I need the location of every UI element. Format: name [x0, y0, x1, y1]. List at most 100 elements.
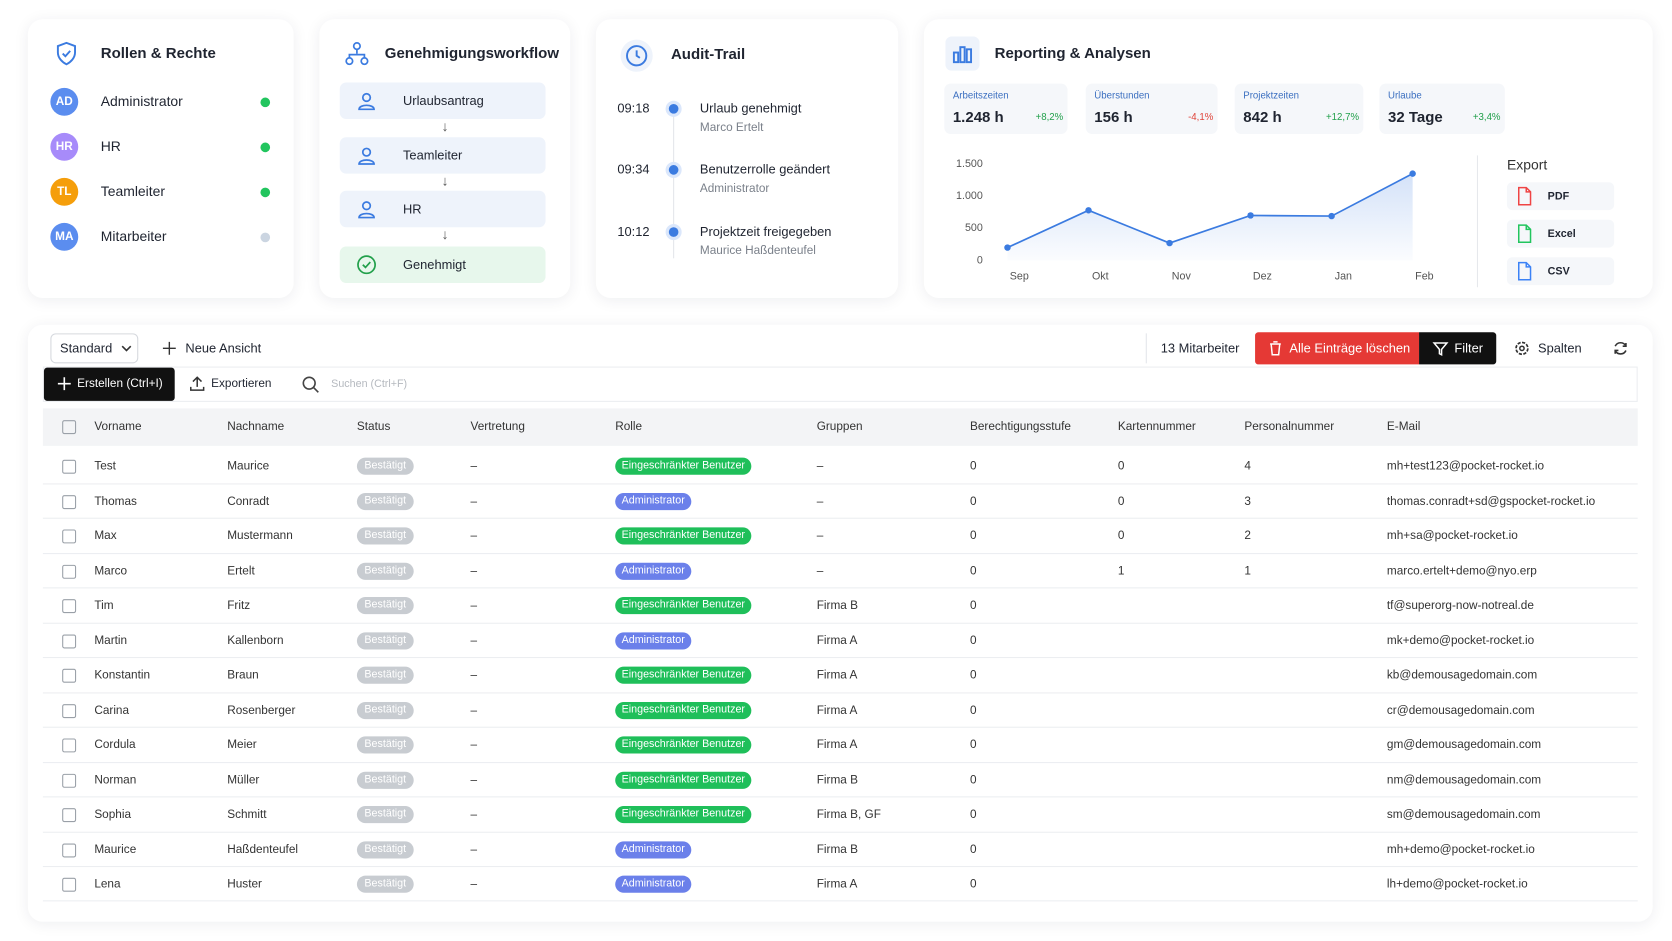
role-badge: Eingeschränkter Benutzer — [615, 596, 752, 615]
filter-button[interactable] — [1419, 332, 1497, 365]
kpi-value: 1.248 h — [952, 108, 1004, 126]
status-badge: Bestätigt — [356, 875, 414, 893]
chart-icon — [945, 36, 980, 71]
kpi-label: Arbeitszeiten — [952, 90, 1009, 101]
kpi-value: 156 h — [1094, 108, 1133, 126]
filter-label: Filter — [1454, 340, 1484, 356]
checkbox[interactable] — [62, 842, 77, 857]
cell: Firma A — [816, 668, 858, 682]
delete-button[interactable] — [1255, 332, 1420, 365]
row-divider — [42, 831, 1638, 833]
line-chart: 0 500 1.000 1.500 Sep Okt Nov Dez Jan Feb — [956, 158, 1434, 283]
status-badge: Bestätigt — [356, 457, 414, 475]
cell: mk+demo@pocket-rocket.io — [1386, 633, 1535, 647]
role-badge: Administrator — [615, 631, 692, 649]
kpi-change: +3,4% — [1472, 111, 1501, 123]
arrow: ↓ — [441, 117, 449, 134]
upload-icon — [190, 376, 205, 391]
cell: nm@demousagedomain.com — [1386, 773, 1542, 787]
new-view[interactable]: Neue Ansicht — [185, 340, 262, 356]
checkbox[interactable] — [62, 633, 77, 648]
cell: Tim — [94, 599, 114, 612]
status-badge: Bestätigt — [356, 805, 414, 824]
cell: Braun — [227, 668, 259, 682]
checkbox[interactable] — [62, 599, 77, 614]
cell: – — [470, 668, 478, 682]
event-detail: Maurice Haßdenteufel — [699, 244, 816, 258]
cell: – — [470, 877, 478, 891]
area — [1007, 173, 1413, 261]
cell: – — [470, 529, 478, 543]
cell: mh+demo@pocket-rocket.io — [1386, 842, 1535, 856]
checkbox[interactable] — [62, 420, 77, 435]
cell: Firma B, GF — [816, 808, 881, 821]
status-badge: Bestätigt — [356, 492, 414, 510]
filter-icon — [1432, 342, 1449, 356]
export-label[interactable]: CSV — [1547, 265, 1570, 278]
checkbox[interactable] — [62, 808, 77, 823]
cell: Firma A — [816, 703, 858, 717]
select-label: Standard — [60, 340, 113, 356]
checkbox[interactable] — [62, 564, 77, 579]
workflow-step — [339, 137, 546, 174]
refresh-icon — [1614, 342, 1627, 355]
role-badge: Eingeschränkter Benutzer — [615, 457, 752, 475]
workflow-step — [339, 190, 546, 228]
role-badge: Eingeschränkter Benutzer — [615, 771, 752, 789]
cell: lh+demo@pocket-rocket.io — [1386, 877, 1528, 891]
role-name: Mitarbeiter — [100, 228, 167, 245]
cell: 0 — [969, 668, 977, 682]
cell: marco.ertelt+demo@nyo.erp — [1386, 564, 1537, 578]
x-tick-label: Okt — [1092, 270, 1109, 282]
search-placeholder[interactable]: Suchen (Ctrl+F) — [331, 378, 408, 391]
checkbox[interactable] — [62, 529, 77, 544]
checkbox[interactable] — [62, 703, 77, 718]
export-label[interactable]: PDF — [1547, 190, 1570, 203]
create-label: Erstellen (Ctrl+I) — [77, 377, 163, 391]
workflow-step — [339, 82, 546, 119]
export-label[interactable]: Exportieren — [211, 377, 272, 391]
row-divider — [42, 796, 1638, 798]
cell: 0 — [969, 703, 977, 717]
step-label: Teamleiter — [402, 147, 463, 163]
divider — [1145, 333, 1147, 364]
step-icon — [358, 92, 375, 111]
kpi-label: Projektzeiten — [1243, 90, 1300, 101]
row-divider — [42, 482, 1638, 484]
export-label[interactable]: Excel — [1547, 228, 1576, 241]
checkbox[interactable] — [62, 668, 77, 683]
status-badge: Bestätigt — [356, 736, 414, 754]
column-header: Nachname — [227, 420, 285, 434]
row-divider — [42, 866, 1638, 868]
x-tick-label: Feb — [1415, 270, 1433, 282]
checkbox[interactable] — [62, 773, 77, 788]
columns-label[interactable]: Spalten — [1538, 340, 1582, 356]
role-badge: Eingeschränkter Benutzer — [615, 805, 752, 824]
cell: – — [816, 459, 824, 473]
role-name: Administrator — [100, 93, 183, 110]
cell: thomas.conradt+sd@gspocket-rocket.io — [1386, 494, 1596, 508]
cell: Firma B — [816, 842, 858, 856]
step-label: Urlaubsantrag — [402, 93, 484, 109]
avatar: AD — [50, 87, 79, 116]
cell: Firma B — [816, 773, 858, 787]
status-dot — [260, 232, 271, 243]
cell: Schmitt — [227, 808, 267, 821]
checkbox[interactable] — [62, 877, 77, 892]
select[interactable] — [50, 333, 139, 364]
checkbox[interactable] — [62, 459, 77, 474]
cell: kb@demousagedomain.com — [1386, 668, 1538, 682]
row-divider — [42, 657, 1638, 659]
checkbox[interactable] — [62, 738, 77, 753]
column-header: Vertretung — [470, 420, 525, 434]
cell: 0 — [969, 529, 977, 543]
y-tick-label: 1.500 — [956, 158, 983, 170]
cell: 0 — [969, 773, 977, 787]
cell: – — [470, 633, 478, 647]
cell: Huster — [227, 877, 262, 891]
cell: Thomas — [94, 494, 137, 508]
column-header: Gruppen — [816, 420, 863, 434]
status-badge: Bestätigt — [356, 771, 414, 789]
checkbox[interactable] — [62, 494, 77, 509]
